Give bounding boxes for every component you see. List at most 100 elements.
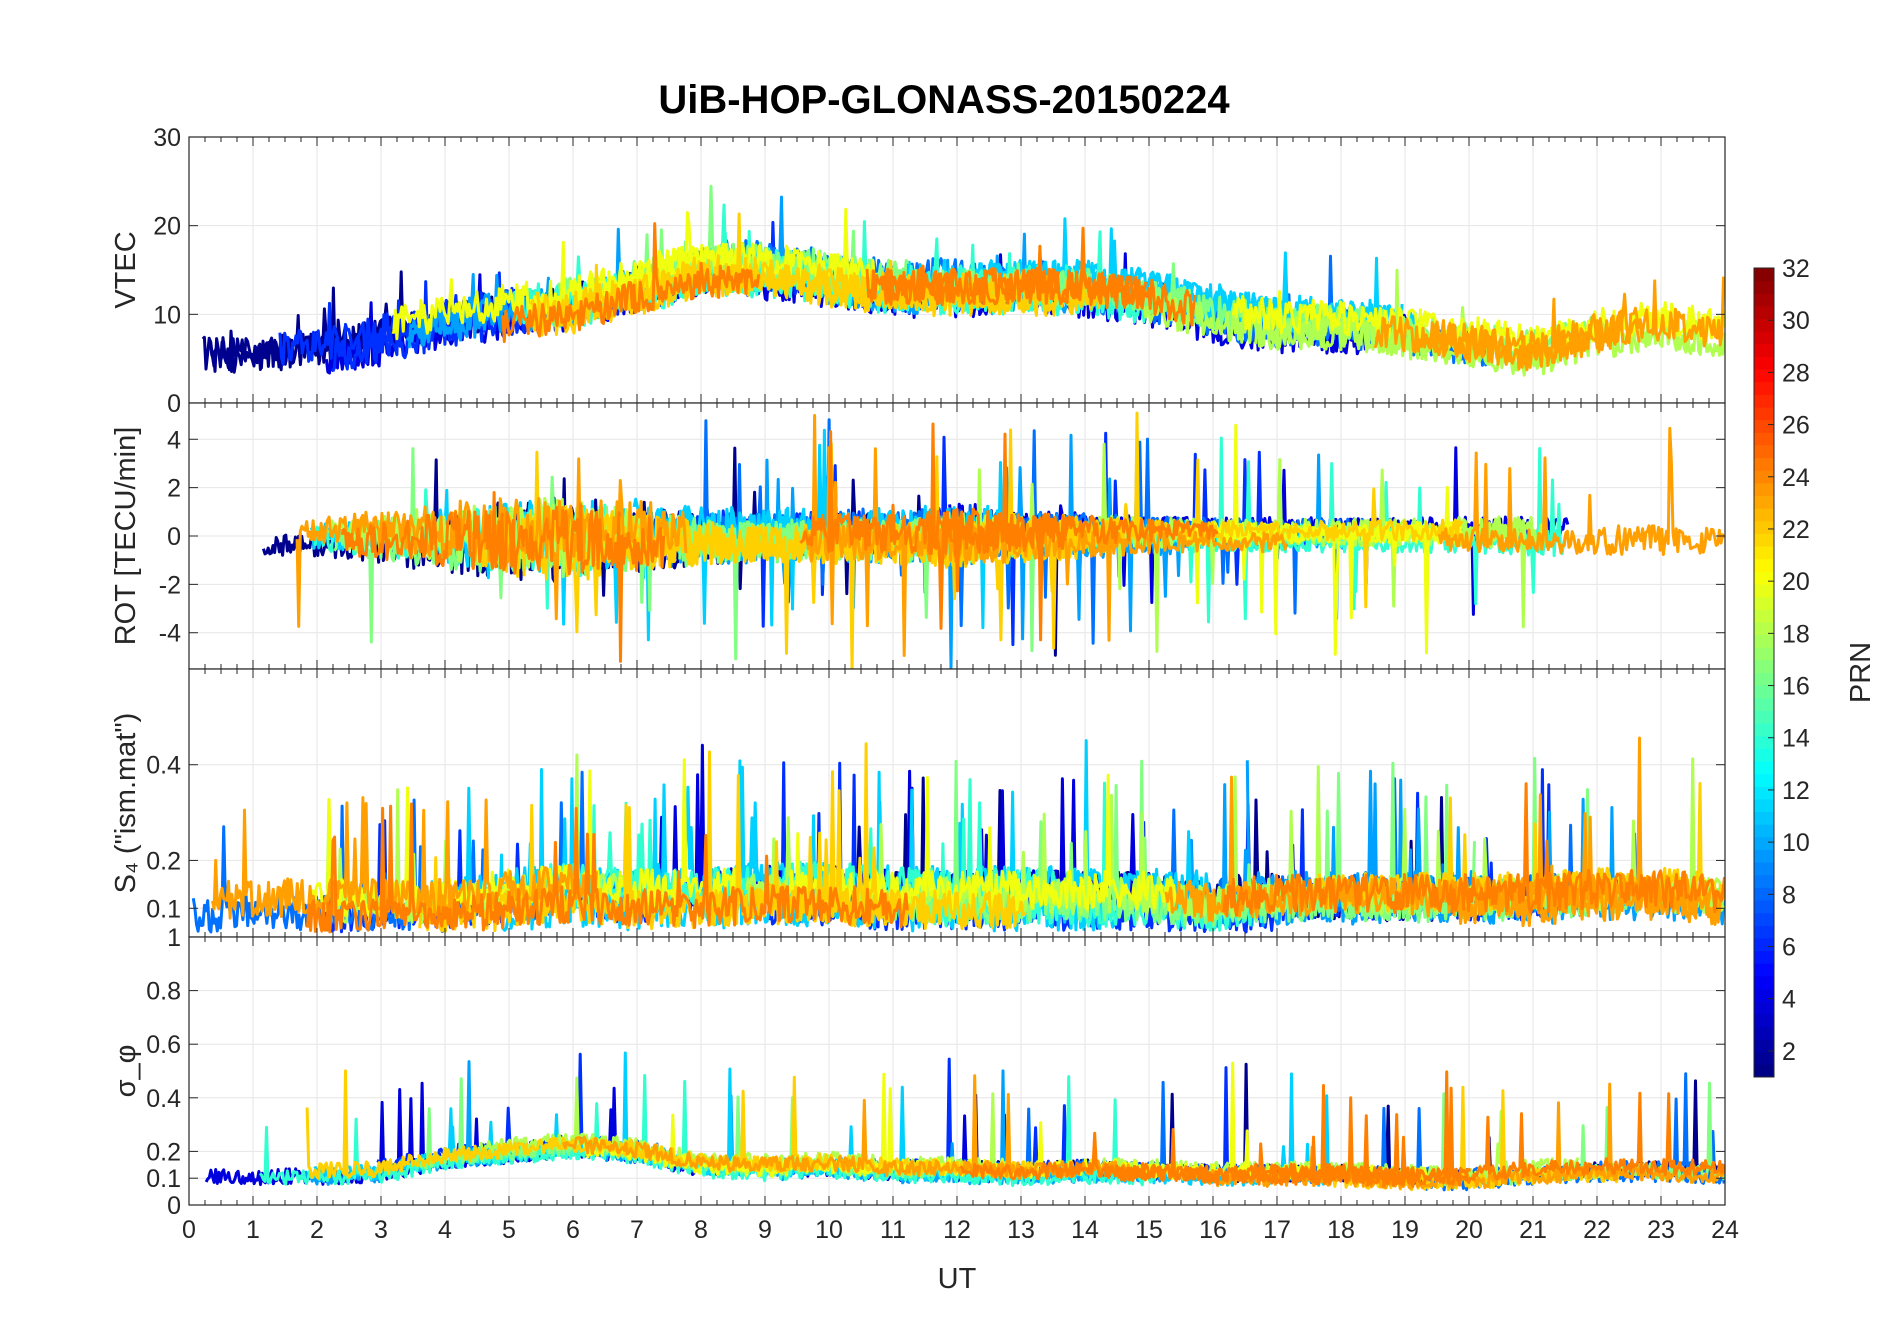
colorbar-step — [1754, 1013, 1774, 1027]
colorbar-tick-label: 26 — [1782, 412, 1810, 440]
colorbar-step — [1754, 609, 1774, 623]
colorbar-step — [1754, 647, 1774, 661]
colorbar-step — [1754, 748, 1774, 762]
series-21-trace — [999, 411, 1464, 609]
series-23-trace — [1373, 292, 1641, 372]
y-tick-label: 0 — [167, 390, 181, 418]
colorbar-step — [1754, 824, 1774, 838]
colorbar-step — [1754, 343, 1774, 357]
x-tick-label: 22 — [1583, 1216, 1611, 1244]
x-tick-label: 9 — [758, 1216, 772, 1244]
traces — [191, 736, 1725, 934]
colorbar-tick-label: 20 — [1782, 568, 1810, 596]
colorbar-step — [1754, 546, 1774, 560]
colorbar-tick-label: 28 — [1782, 359, 1810, 387]
colorbar-step — [1754, 558, 1774, 572]
colorbar-step — [1754, 1064, 1774, 1078]
colorbar-step — [1754, 937, 1774, 952]
x-tick-label: 0 — [182, 1216, 196, 1244]
colorbar-step — [1754, 621, 1774, 636]
y-tick-label: 10 — [153, 301, 181, 329]
colorbar-step — [1754, 710, 1774, 724]
y-tick-label: 2 — [167, 475, 181, 503]
y-tick-label: 0.8 — [146, 978, 181, 1006]
y-tick-label: -2 — [159, 571, 181, 599]
colorbar-step — [1754, 900, 1774, 914]
series-23-trace — [562, 1074, 1137, 1181]
colorbar-step — [1754, 798, 1774, 813]
colorbar-step — [1754, 381, 1774, 395]
colorbar-frame — [1753, 267, 1775, 1078]
x-tick-label: 18 — [1327, 1216, 1355, 1244]
y-axis: 0.1 0.2 0.4 — [146, 752, 1725, 923]
x-tick-marks — [188, 137, 1726, 403]
x-tick-marks — [188, 669, 1726, 937]
colorbar-step — [1754, 862, 1774, 876]
colorbar-step — [1754, 533, 1774, 547]
x-tick-label: 6 — [566, 1216, 580, 1244]
series-23-trace — [295, 457, 688, 628]
x-tick-label: 21 — [1519, 1216, 1547, 1244]
y-tick-label: 30 — [153, 124, 181, 152]
colorbar-step — [1754, 887, 1774, 901]
colorbar-step — [1754, 773, 1774, 787]
x-tick-label: 20 — [1455, 1216, 1483, 1244]
panel-1: 0 10 20 30 VTEC — [110, 124, 1726, 418]
colorbar-step — [1754, 268, 1774, 282]
colorbar-step — [1754, 520, 1774, 534]
colorbar-step — [1754, 394, 1774, 408]
x-tick-label: 4 — [438, 1216, 452, 1244]
colorbar-step — [1754, 634, 1774, 648]
colorbar-step — [1754, 697, 1774, 711]
colorbar-step — [1754, 305, 1774, 320]
y-axis-label: VTEC — [110, 231, 142, 308]
colorbar-step — [1754, 280, 1774, 294]
colorbar-step — [1754, 571, 1774, 585]
colorbar-step — [1754, 293, 1774, 307]
traces — [201, 184, 1725, 377]
series-24-trace — [305, 802, 909, 934]
colorbar-step — [1754, 786, 1774, 800]
colorbar-tick-label: 6 — [1782, 934, 1796, 962]
colorbar-step — [1754, 331, 1774, 345]
colorbar-step — [1754, 672, 1774, 686]
colorbar-step — [1754, 1039, 1774, 1053]
series-24-trace — [1222, 782, 1725, 918]
colorbar-step — [1754, 849, 1774, 863]
y-axis: 0 10 20 30 — [153, 124, 1725, 418]
colorbar-step — [1754, 735, 1774, 749]
colorbar-step — [1754, 495, 1774, 509]
series-21-trace — [535, 259, 1106, 337]
x-tick-label: 23 — [1647, 1216, 1675, 1244]
panel-4: 00.10.2 0.4 0.6 0.8 1 σ_φ — [110, 924, 1726, 1220]
x-tick-label: 24 — [1711, 1216, 1739, 1244]
panel-2: -4 -2 0 2 4 ROT [TECU/min] — [110, 402, 1726, 670]
y-tick-label: 0.2 — [146, 847, 181, 875]
x-tick-label: 1 — [246, 1216, 260, 1244]
x-tick-label: 13 — [1007, 1216, 1035, 1244]
y-tick-label: 20 — [153, 213, 181, 241]
colorbar-tick-label: 2 — [1782, 1038, 1796, 1066]
colorbar-step — [1754, 950, 1774, 964]
colorbar-step — [1754, 1026, 1774, 1040]
series-24-trace — [865, 226, 1197, 327]
traces — [261, 411, 1725, 669]
x-tick-label: 8 — [694, 1216, 708, 1244]
y-axis: -4 -2 0 2 4 — [159, 426, 1725, 648]
series-24-trace — [1104, 1114, 1415, 1188]
x-tick-label: 2 — [310, 1216, 324, 1244]
x-tick-label: 14 — [1071, 1216, 1099, 1244]
colorbar-step — [1754, 444, 1774, 459]
colorbar-step — [1754, 318, 1774, 332]
y-axis: 00.10.2 0.4 0.6 0.8 1 — [146, 924, 1725, 1220]
y-axis-label: ROT [TECU/min] — [110, 427, 142, 646]
y-tick-label: 0.2 — [146, 1138, 181, 1166]
x-tick-label: 7 — [630, 1216, 644, 1244]
colorbar-step — [1754, 963, 1774, 977]
colorbar-step — [1754, 1001, 1774, 1015]
x-tick-label: 11 — [880, 1216, 906, 1244]
colorbar-tick-label: 32 — [1782, 255, 1810, 283]
x-tick-marks — [188, 937, 1726, 1205]
